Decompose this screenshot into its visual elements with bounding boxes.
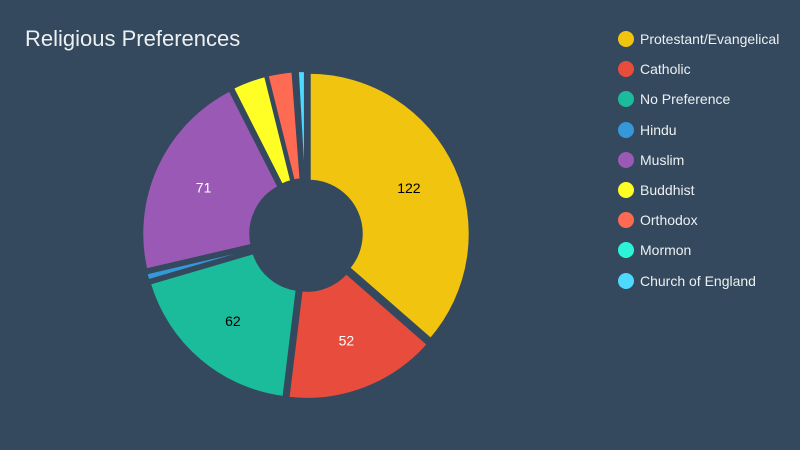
legend-label: Hindu — [640, 121, 677, 138]
legend-swatch-icon — [618, 182, 634, 199]
legend-swatch-icon — [618, 61, 634, 78]
legend-label: Church of England — [640, 272, 756, 289]
legend-swatch-icon — [618, 242, 634, 259]
legend-item[interactable]: Protestant/Evangelical — [618, 24, 779, 54]
slice-value-label: 52 — [339, 333, 355, 349]
slice-catholic[interactable] — [285, 269, 432, 402]
legend-item[interactable]: Mormon — [618, 235, 779, 265]
slice-value-label: 122 — [397, 180, 421, 196]
legend-label: Muslim — [640, 151, 685, 168]
legend-label: No Preference — [640, 91, 731, 108]
legend-item[interactable]: Church of England — [618, 266, 779, 296]
legend-label: Buddhist — [640, 182, 695, 199]
slice-muslim[interactable] — [139, 86, 283, 274]
legend-swatch-icon — [618, 272, 634, 289]
legend-label: Protestant/Evangelical — [640, 31, 780, 48]
legend-item[interactable]: No Preference — [618, 84, 779, 114]
slice-value-label: 62 — [225, 313, 241, 329]
legend-swatch-icon — [618, 121, 634, 138]
legend-swatch-icon — [618, 31, 634, 48]
legend-item[interactable]: Hindu — [618, 115, 779, 145]
legend-swatch-icon — [618, 151, 634, 168]
legend-label: Catholic — [640, 61, 691, 78]
legend-label: Mormon — [640, 242, 692, 259]
slice-protestant-evangelical[interactable] — [306, 69, 473, 344]
legend: Protestant/Evangelical Catholic No Prefere… — [618, 24, 779, 296]
legend-item[interactable]: Buddhist — [618, 175, 779, 205]
legend-label: Orthodox — [640, 212, 698, 229]
legend-item[interactable]: Muslim — [618, 145, 779, 175]
legend-item[interactable]: Catholic — [618, 54, 779, 84]
slice-no-preference[interactable] — [146, 249, 300, 401]
chart-title: Religious Preferences — [25, 26, 241, 51]
slice-church-of-england[interactable] — [294, 68, 308, 183]
legend-swatch-icon — [618, 91, 634, 108]
legend-swatch-icon — [618, 212, 634, 229]
slice-value-label: 71 — [196, 179, 212, 195]
legend-item[interactable]: Orthodox — [618, 205, 779, 235]
